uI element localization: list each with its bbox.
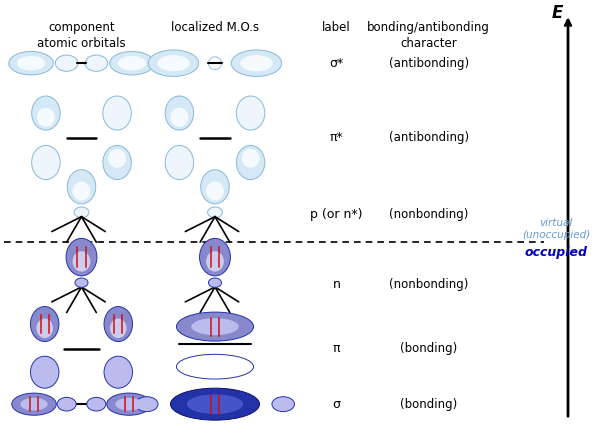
Text: σ*: σ* — [329, 57, 344, 69]
Ellipse shape — [176, 354, 254, 379]
Ellipse shape — [187, 394, 243, 414]
Ellipse shape — [31, 356, 59, 388]
Ellipse shape — [240, 55, 273, 71]
Text: σ: σ — [332, 398, 341, 411]
Ellipse shape — [242, 149, 259, 168]
Ellipse shape — [17, 56, 45, 70]
Ellipse shape — [107, 393, 151, 415]
Ellipse shape — [165, 96, 194, 130]
Text: p (or n*): p (or n*) — [310, 208, 363, 221]
Ellipse shape — [165, 145, 194, 180]
Ellipse shape — [74, 207, 89, 218]
Ellipse shape — [108, 149, 126, 168]
Ellipse shape — [208, 57, 221, 69]
Ellipse shape — [170, 108, 188, 127]
Ellipse shape — [110, 51, 154, 75]
Ellipse shape — [118, 56, 146, 70]
Ellipse shape — [232, 50, 282, 76]
Ellipse shape — [103, 145, 131, 180]
Ellipse shape — [104, 307, 133, 341]
Ellipse shape — [55, 55, 78, 71]
Ellipse shape — [20, 398, 47, 411]
Ellipse shape — [148, 50, 199, 76]
Ellipse shape — [67, 170, 96, 204]
Text: label: label — [322, 21, 351, 33]
Text: bonding/antibonding
character: bonding/antibonding character — [367, 21, 490, 50]
Text: (antibonding): (antibonding) — [389, 57, 469, 69]
Ellipse shape — [37, 318, 53, 338]
Ellipse shape — [73, 181, 91, 201]
Ellipse shape — [87, 397, 106, 411]
Ellipse shape — [206, 251, 224, 272]
Ellipse shape — [57, 397, 76, 411]
Text: (bonding): (bonding) — [400, 398, 457, 411]
Text: virtual
(unoccupied): virtual (unoccupied) — [522, 218, 590, 240]
Text: (nonbonding): (nonbonding) — [389, 278, 468, 291]
Ellipse shape — [208, 278, 221, 287]
Ellipse shape — [85, 55, 107, 71]
Ellipse shape — [110, 318, 127, 338]
Text: n: n — [332, 278, 341, 291]
Ellipse shape — [75, 278, 88, 287]
Text: (antibonding): (antibonding) — [389, 131, 469, 144]
Text: component
atomic orbitals: component atomic orbitals — [37, 21, 126, 50]
Ellipse shape — [170, 388, 259, 420]
Ellipse shape — [236, 96, 265, 130]
Ellipse shape — [236, 145, 265, 180]
Ellipse shape — [176, 312, 254, 341]
Ellipse shape — [12, 393, 56, 415]
Ellipse shape — [191, 318, 239, 335]
Ellipse shape — [32, 96, 60, 130]
Text: (nonbonding): (nonbonding) — [389, 208, 468, 221]
Ellipse shape — [201, 170, 229, 204]
Text: occupied: occupied — [524, 247, 587, 260]
Text: π*: π* — [330, 131, 343, 144]
Text: (bonding): (bonding) — [400, 342, 457, 355]
Ellipse shape — [37, 108, 55, 127]
Ellipse shape — [272, 397, 295, 412]
Text: E: E — [551, 3, 563, 21]
Ellipse shape — [104, 356, 133, 388]
Ellipse shape — [9, 51, 53, 75]
Text: π: π — [333, 342, 340, 355]
Ellipse shape — [208, 207, 223, 218]
Ellipse shape — [103, 96, 131, 130]
Ellipse shape — [136, 397, 158, 412]
Ellipse shape — [73, 251, 91, 272]
Text: localized M.O.s: localized M.O.s — [171, 21, 259, 33]
Ellipse shape — [206, 181, 224, 201]
Ellipse shape — [31, 307, 59, 341]
Ellipse shape — [115, 398, 143, 411]
Ellipse shape — [32, 145, 60, 180]
Ellipse shape — [200, 239, 230, 276]
Ellipse shape — [157, 55, 190, 71]
Ellipse shape — [66, 239, 97, 276]
